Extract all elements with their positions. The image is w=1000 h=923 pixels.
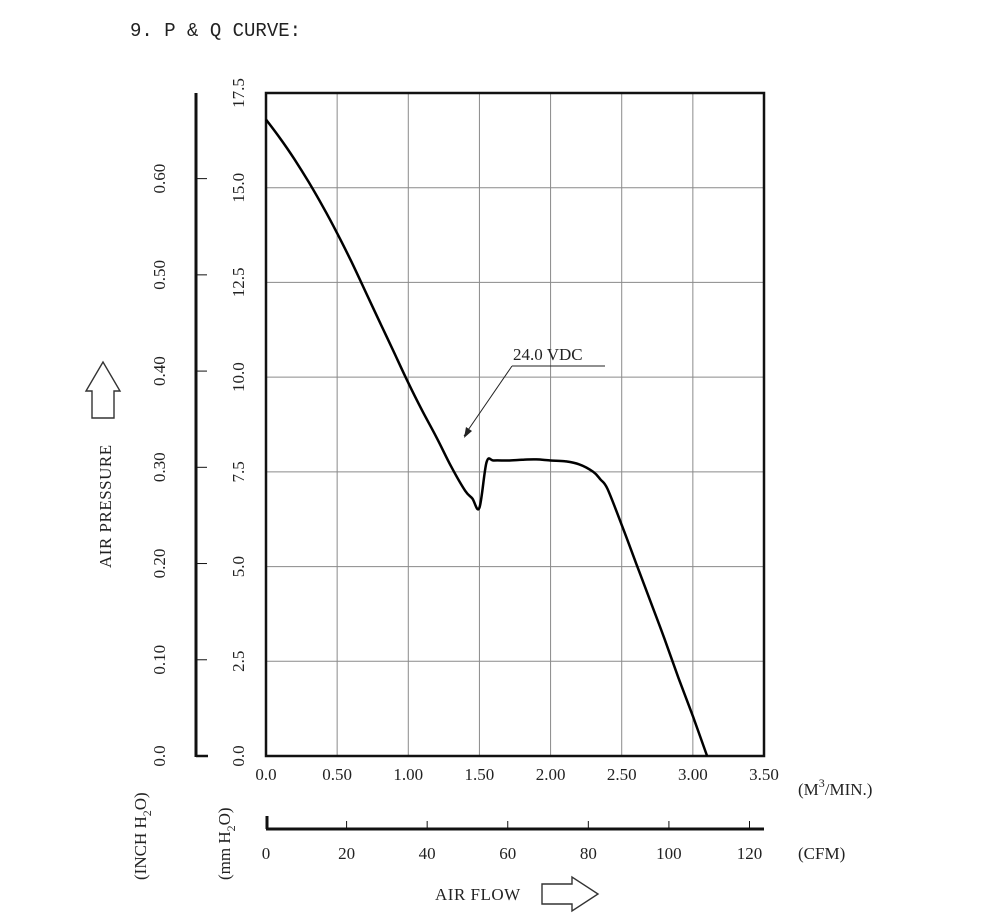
plot-frame	[264, 91, 766, 758]
x2-tick-label: 60	[499, 844, 516, 863]
x2-tick-label: 40	[419, 844, 436, 863]
x2-tick-label: 120	[737, 844, 763, 863]
x2-axis-unit-cfm: (CFM)	[798, 844, 845, 863]
y-tick-label-mm: 10.0	[229, 362, 248, 392]
x-tick-label: 3.00	[678, 765, 708, 784]
x2-tick-label: 20	[338, 844, 355, 863]
y-tick-label-mm: 15.0	[229, 173, 248, 203]
y-axis-label: AIR PRESSURE	[96, 444, 115, 568]
x-tick-label: 2.00	[536, 765, 566, 784]
annotation-arrowhead	[464, 427, 472, 438]
x-axis-unit-m3min: (M3/MIN.)	[798, 776, 872, 799]
curve-annotation-24vdc: 24.0 VDC	[513, 345, 583, 364]
x2-tick-label: 80	[580, 844, 597, 863]
x2-tick-label: 100	[656, 844, 682, 863]
arrow-up-icon	[84, 360, 122, 419]
chart-title: 9. P & Q CURVE:	[130, 20, 301, 42]
x-tick-label: 0.0	[255, 765, 276, 784]
x-tick-label: 2.50	[607, 765, 637, 784]
y-axis-inch-ticks: 0.0 0.10 0.20 0.30 0.40 0.50 0.60	[150, 164, 207, 767]
y-tick-label-mm: 12.5	[229, 268, 248, 298]
y-tick-label-mm: 17.5	[229, 78, 248, 108]
y-tick-label-mm: 5.0	[229, 556, 248, 577]
x-tick-label: 0.50	[322, 765, 352, 784]
y-axis-unit-mm-h2o: (mm H2O)	[215, 807, 238, 880]
y-tick-label-mm: 2.5	[229, 651, 248, 672]
y-tick-label-mm: 0.0	[229, 745, 248, 766]
y-tick-label-inch: 0.50	[150, 260, 169, 290]
x-tick-label: 1.00	[393, 765, 423, 784]
x-tick-label: 1.50	[465, 765, 495, 784]
y-tick-label-inch: 0.40	[150, 356, 169, 386]
y-tick-label-mm: 7.5	[229, 461, 248, 482]
x-tick-label: 3.50	[749, 765, 779, 784]
y-tick-label-inch: 0.20	[150, 549, 169, 579]
y-axis-unit-inch-h2o: (INCH H2O)	[131, 792, 154, 880]
x2-axis-cfm-ticks: 0 20 40 60 80 100 120	[262, 821, 762, 863]
annotation-leader-line	[463, 365, 513, 437]
y-tick-label-inch: 0.60	[150, 164, 169, 194]
y-tick-label-inch: 0.0	[150, 745, 169, 766]
y-axis-mm-ticks: 0.0 2.5 5.0 7.5 10.0 12.5 15.0 17.5	[229, 78, 248, 767]
y-tick-label-inch: 0.30	[150, 452, 169, 482]
series-layer	[265, 118, 709, 757]
arrow-right-icon	[541, 875, 600, 913]
x-axis-ticks: 0.0 0.50 1.00 1.50 2.00 2.50 3.00 3.50	[255, 765, 779, 784]
x2-tick-label: 0	[262, 844, 271, 863]
x-axis-label: AIR FLOW	[435, 885, 521, 904]
y-tick-label-inch: 0.10	[150, 645, 169, 675]
grid	[266, 93, 764, 756]
series-line-24vdc	[265, 118, 709, 757]
